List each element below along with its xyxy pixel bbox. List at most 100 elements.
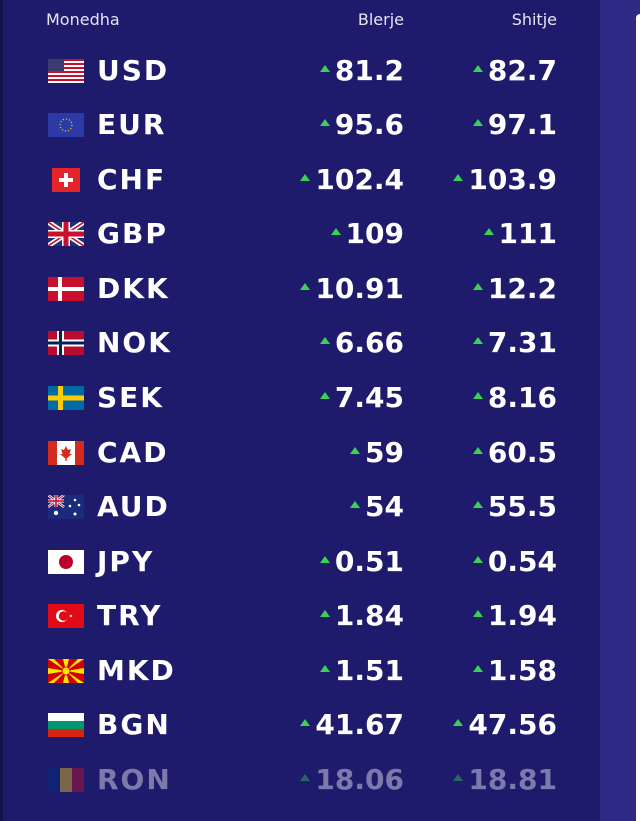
gb-flag-icon [48, 222, 84, 246]
sell-rate: 7.31 [472, 326, 557, 360]
sell-rate: 12.2 [472, 272, 557, 306]
buy-rate: 0.51 [319, 545, 404, 579]
header-sell: Shitje [511, 10, 557, 29]
se-flag-icon [48, 386, 84, 410]
buy-rate: 41.67 [300, 708, 404, 742]
rate-row-bgn: BGN 41.67 47.56 [3, 698, 603, 752]
rate-row-try: TRY 1.84 1.94 [3, 589, 603, 643]
up-arrow-icon [453, 773, 464, 781]
up-arrow-icon [472, 446, 483, 454]
rate-row-dkk: DKK 10.91 12.2 [3, 262, 603, 316]
bg-flag-icon [48, 713, 84, 737]
up-arrow-icon [319, 336, 330, 344]
buy-rate: 54 [350, 490, 404, 524]
buy-rate: 6.66 [319, 326, 404, 360]
table-header: Monedha Blerje Shitje [3, 8, 603, 34]
currency-code: MKD [97, 654, 176, 687]
sell-rate: 1.58 [472, 654, 557, 688]
currency-code: CHF [97, 163, 167, 196]
tr-flag-icon [48, 604, 84, 628]
header-currency: Monedha [46, 10, 120, 29]
sell-rate: 1.94 [472, 599, 557, 633]
currency-code: DKK [97, 272, 170, 305]
ro-flag-icon [48, 768, 84, 792]
ca-flag-icon [48, 441, 84, 465]
buy-rate: 81.2 [319, 54, 404, 88]
currency-code: GBP [97, 217, 168, 250]
up-arrow-icon [472, 555, 483, 563]
rate-row-eur: EUR 95.6 97.1 [3, 98, 603, 152]
sell-rate: 47.56 [453, 708, 557, 742]
buy-rate: 95.6 [319, 108, 404, 142]
buy-rate: 1.84 [319, 599, 404, 633]
currency-code: EUR [97, 108, 167, 141]
buy-rate: 1.51 [319, 654, 404, 688]
up-arrow-icon [483, 227, 494, 235]
sell-rate: 97.1 [472, 108, 557, 142]
up-arrow-icon [472, 118, 483, 126]
rate-row-mkd: MKD 1.51 1.58 [3, 644, 603, 698]
buy-rate: 7.45 [319, 381, 404, 415]
sell-rate: 8.16 [472, 381, 557, 415]
exchange-rates-panel: Monedha Blerje Shitje USD 81.2 82.7 [0, 0, 600, 821]
up-arrow-icon [319, 391, 330, 399]
up-arrow-icon [472, 336, 483, 344]
adjacent-panel-edge [636, 14, 640, 821]
up-arrow-icon [472, 64, 483, 72]
rate-row-chf: CHF 102.4 103.9 [3, 153, 603, 207]
currency-code: AUD [97, 490, 170, 523]
up-arrow-icon [300, 718, 311, 726]
up-arrow-icon [319, 64, 330, 72]
eu-flag-icon [48, 113, 84, 137]
up-arrow-icon [472, 500, 483, 508]
up-arrow-icon [319, 664, 330, 672]
up-arrow-icon [472, 391, 483, 399]
buy-rate: 109 [330, 217, 404, 251]
currency-code: CAD [97, 436, 169, 469]
up-arrow-icon [453, 173, 464, 181]
rate-row-nok: NOK 6.66 7.31 [3, 316, 603, 370]
up-arrow-icon [319, 555, 330, 563]
rate-row-aud: AUD 54 55.5 [3, 480, 603, 534]
ch-flag-icon [52, 168, 80, 192]
rate-row-sek: SEK 7.45 8.16 [3, 371, 603, 425]
sell-rate: 60.5 [472, 436, 557, 470]
up-arrow-icon [300, 173, 311, 181]
currency-code: JPY [97, 545, 155, 578]
currency-code: TRY [97, 599, 163, 632]
rate-row-jpy: JPY 0.51 0.54 [3, 535, 603, 589]
up-arrow-icon [472, 609, 483, 617]
up-arrow-icon [300, 282, 311, 290]
currency-code: RON [97, 763, 172, 796]
sell-rate: 55.5 [472, 490, 557, 524]
up-arrow-icon [319, 609, 330, 617]
sell-rate: 18.81 [453, 763, 557, 797]
currency-code: BGN [97, 708, 171, 741]
currency-code: NOK [97, 326, 172, 359]
rate-row-ron: RON 18.06 18.81 [3, 753, 603, 807]
buy-rate: 10.91 [300, 272, 404, 306]
up-arrow-icon [300, 773, 311, 781]
adjacent-panel [600, 0, 640, 821]
up-arrow-icon [350, 500, 361, 508]
header-buy: Blerje [357, 10, 404, 29]
rate-row-usd: USD 81.2 82.7 [3, 44, 603, 98]
rate-row-cad: CAD 59 60.5 [3, 426, 603, 480]
jp-flag-icon [48, 550, 84, 574]
up-arrow-icon [330, 227, 341, 235]
currency-code: USD [97, 54, 170, 87]
up-arrow-icon [472, 282, 483, 290]
sell-rate: 103.9 [453, 163, 557, 197]
rate-row-gbp: GBP 109 111 [3, 207, 603, 261]
up-arrow-icon [350, 446, 361, 454]
au-flag-icon [48, 495, 84, 519]
sell-rate: 0.54 [472, 545, 557, 579]
buy-rate: 18.06 [300, 763, 404, 797]
up-arrow-icon [472, 664, 483, 672]
currency-code: SEK [97, 381, 164, 414]
buy-rate: 102.4 [300, 163, 404, 197]
up-arrow-icon [453, 718, 464, 726]
sell-rate: 82.7 [472, 54, 557, 88]
dk-flag-icon [48, 277, 84, 301]
mk-flag-icon [48, 659, 84, 683]
